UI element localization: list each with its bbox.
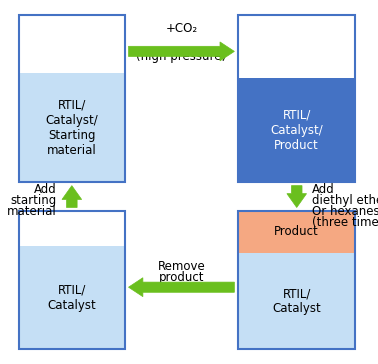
FancyArrow shape (62, 186, 82, 207)
Bar (238, 15, 355, 78)
Text: starting: starting (11, 194, 57, 207)
FancyArrow shape (129, 278, 234, 297)
Bar (19, 15, 125, 73)
Bar (19, 211, 125, 246)
Bar (19, 211, 125, 349)
Bar (19, 15, 125, 182)
Text: (three times): (three times) (312, 215, 378, 229)
Bar (238, 78, 355, 182)
Text: +CO₂: +CO₂ (166, 22, 197, 35)
Text: material: material (7, 205, 57, 218)
Text: diethyl ether: diethyl ether (312, 194, 378, 207)
Bar (19, 73, 125, 182)
Bar (238, 15, 355, 182)
Bar (238, 211, 355, 253)
Bar (238, 253, 355, 349)
Text: RTIL/
Catalyst/
Product: RTIL/ Catalyst/ Product (270, 108, 323, 151)
Text: Or hexanes: Or hexanes (312, 205, 378, 218)
Text: Add: Add (312, 183, 335, 196)
Bar (19, 246, 125, 349)
Text: RTIL/
Catalyst: RTIL/ Catalyst (48, 284, 96, 312)
Text: product: product (159, 270, 204, 284)
Text: Add: Add (34, 183, 57, 196)
FancyArrow shape (287, 186, 307, 207)
Text: (high pressure): (high pressure) (136, 50, 226, 63)
Text: RTIL/
Catalyst: RTIL/ Catalyst (273, 287, 321, 315)
FancyArrow shape (129, 42, 234, 61)
Text: Remove: Remove (158, 260, 205, 273)
Text: Product: Product (274, 225, 319, 238)
Bar (238, 211, 355, 349)
Text: RTIL/
Catalyst/
Starting
material: RTIL/ Catalyst/ Starting material (45, 99, 98, 157)
